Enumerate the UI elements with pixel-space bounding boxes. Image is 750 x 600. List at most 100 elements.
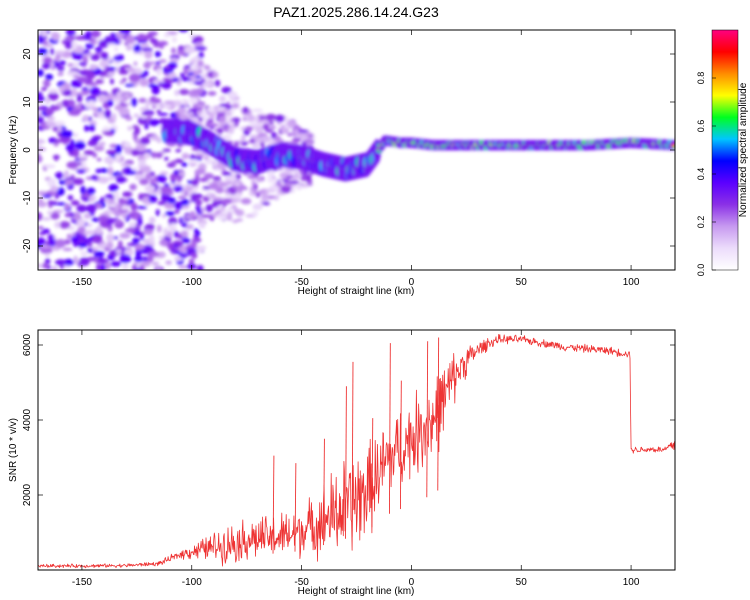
spectral-blob <box>86 71 96 80</box>
spectral-blob <box>118 69 129 75</box>
spectral-blob <box>56 202 66 206</box>
spectral-blob <box>139 178 149 186</box>
spectral-blob <box>127 67 136 73</box>
x-tick-label: 100 <box>623 577 640 588</box>
spectral-blob <box>184 65 191 69</box>
spectral-blob <box>121 263 129 270</box>
spectral-blob <box>46 116 56 121</box>
spectral-blob <box>71 87 77 97</box>
spectral-blob <box>159 171 169 176</box>
spectral-blob <box>98 215 109 222</box>
spectral-blob <box>292 137 302 143</box>
spectral-blob <box>101 168 108 173</box>
spectral-blob <box>43 164 56 169</box>
spectral-blob <box>171 36 178 43</box>
spectral-blob <box>276 121 282 126</box>
spectral-blob <box>108 176 115 181</box>
spectral-blob <box>80 185 86 195</box>
spectral-blob <box>255 176 263 183</box>
colorbar-tick-label: 0.4 <box>696 168 706 181</box>
spectral-blob <box>154 51 162 58</box>
spectral-blob <box>233 117 240 123</box>
spectral-blob <box>307 181 313 186</box>
spectral-blob <box>140 136 151 145</box>
snr-x-ticks: -150 -100 -50 0 50 100 <box>72 330 640 588</box>
spectral-blob <box>178 265 188 269</box>
spectral-blob <box>110 261 122 267</box>
spectral-blob <box>66 233 72 240</box>
spectral-blob <box>155 152 163 159</box>
spectral-blob <box>74 140 86 150</box>
spectral-blob <box>38 143 42 147</box>
spectral-blob <box>251 190 258 195</box>
x-tick-label: 50 <box>516 277 528 288</box>
spectral-blob <box>228 188 237 195</box>
spectral-blob <box>84 229 96 235</box>
spectral-blob <box>227 91 238 99</box>
spectral-blob <box>53 120 66 126</box>
spectral-blob <box>267 178 278 184</box>
spectral-blob <box>175 148 182 153</box>
spectral-blob <box>96 157 102 162</box>
spectral-blob <box>144 201 151 206</box>
spectral-blob <box>220 208 226 212</box>
spectral-blob <box>125 45 133 51</box>
spectral-blob <box>166 231 173 238</box>
spectral-blob <box>50 212 60 220</box>
spectral-blob <box>234 192 242 200</box>
spectral-blob <box>261 201 271 206</box>
spectral-blob <box>188 75 197 80</box>
spectral-blob <box>70 200 80 206</box>
spectral-blob <box>108 203 117 208</box>
spectral-blob <box>138 158 147 167</box>
spectral-blob <box>120 162 132 167</box>
x-tick-label: 0 <box>409 277 415 288</box>
spectral-blob <box>181 154 193 159</box>
spectral-blob <box>198 117 204 122</box>
spectral-blob <box>224 176 235 183</box>
spectral-blob <box>38 116 44 124</box>
spectral-blob <box>73 148 80 158</box>
x-tick-label: -150 <box>72 577 92 588</box>
spectral-blob <box>130 149 141 156</box>
spectral-blob <box>163 100 176 105</box>
spectral-blob <box>59 221 71 229</box>
spectral-blob <box>285 182 291 187</box>
spectral-blob <box>217 127 223 135</box>
spectral-blob <box>170 160 177 166</box>
spectrogram-y-ticks: -20 -10 0 10 20 <box>22 48 675 253</box>
spectral-blob <box>181 76 191 82</box>
spectral-blob <box>38 237 46 246</box>
spectral-blob <box>95 225 103 235</box>
spectral-blob <box>148 216 156 224</box>
x-tick-label: -50 <box>294 277 309 288</box>
spectral-blob <box>156 109 162 114</box>
spectral-blob <box>181 221 188 228</box>
spectral-blob <box>128 73 141 83</box>
spectral-blob <box>54 50 66 55</box>
spectral-blob <box>104 261 111 270</box>
spectral-blob <box>116 218 122 226</box>
spectral-blob <box>63 258 75 266</box>
spectral-blob <box>76 154 89 159</box>
spectral-blob <box>131 97 138 107</box>
spectral-blob <box>99 72 106 77</box>
spectral-blob <box>78 62 87 66</box>
spectral-blob <box>177 232 183 239</box>
colorbar-gradient <box>711 29 739 271</box>
snr-spike <box>272 455 275 554</box>
spectral-blob <box>88 38 95 42</box>
spectral-blob <box>105 93 115 102</box>
y-tick-label: 10 <box>22 96 33 108</box>
spectral-blob <box>90 54 100 61</box>
spectral-blob <box>214 79 221 87</box>
spectral-blob <box>252 203 263 211</box>
spectral-blob <box>151 85 160 95</box>
spectral-blob <box>78 242 87 248</box>
spectral-blob <box>105 149 118 155</box>
spectral-blob <box>77 162 82 166</box>
spectral-blob <box>194 154 204 159</box>
spectral-blob <box>68 98 75 108</box>
spectral-blob <box>95 79 104 84</box>
spectral-blob <box>134 255 144 263</box>
